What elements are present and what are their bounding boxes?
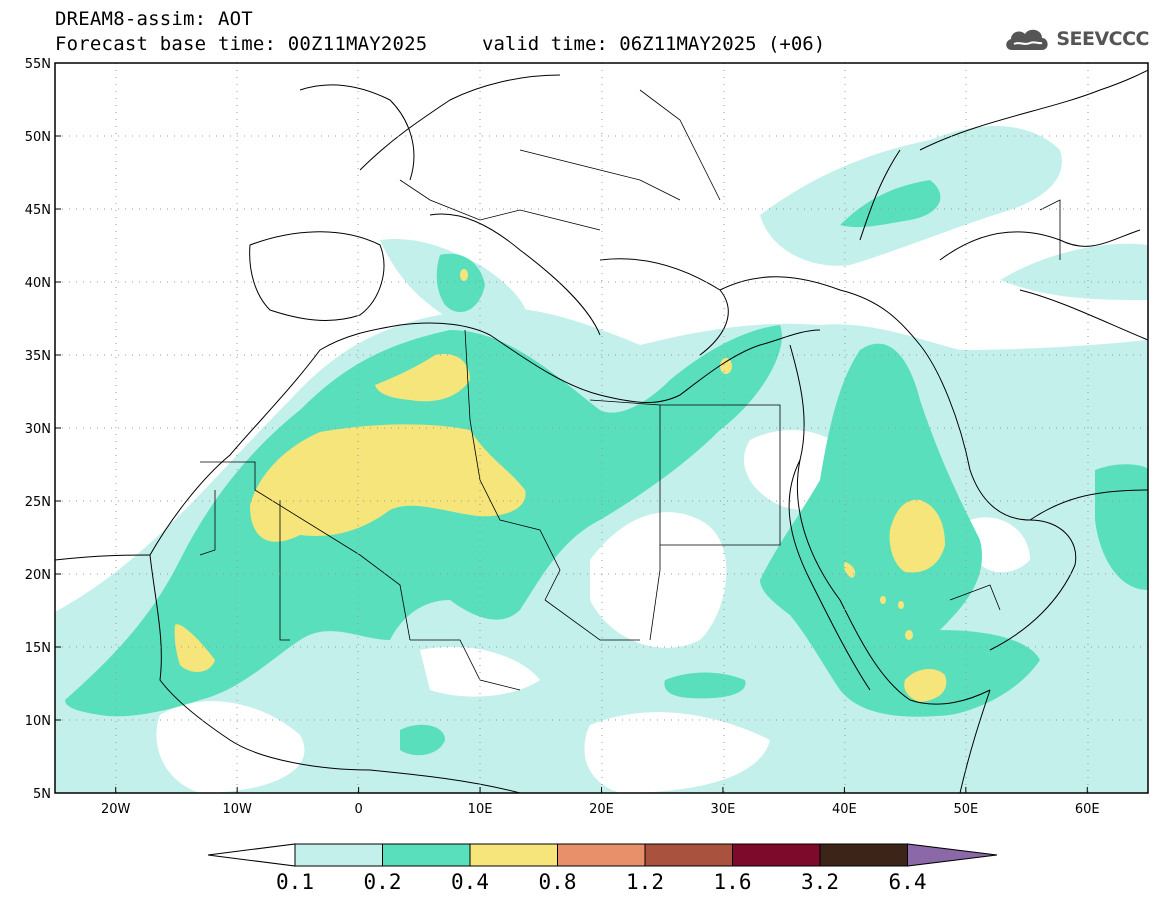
- lon-tick-label: 0: [354, 802, 362, 817]
- lat-tick-label: 5N: [33, 787, 51, 802]
- lat-tick-label: 40N: [25, 276, 51, 291]
- lat-tick-label: 30N: [25, 422, 51, 437]
- colorbar-swatch: [732, 843, 821, 867]
- colorbar-swatch: [819, 843, 908, 867]
- colorbar-label: 6.4: [888, 870, 927, 894]
- aot-contour-0.4: [174, 269, 947, 702]
- cloud-icon: [1006, 29, 1048, 50]
- colorbar: [207, 843, 998, 867]
- seevccc-logo: SEEVCCC: [1002, 24, 1149, 54]
- lat-tick-label: 45N: [25, 203, 51, 218]
- valid-time-label: valid time: 06Z11MAY2025 (+06): [482, 33, 826, 55]
- colorbar-max-arrow: [907, 843, 998, 867]
- lon-tick-label: 50E: [953, 802, 978, 817]
- colorbar-swatch: [382, 843, 471, 867]
- colorbar-swatch: [557, 843, 646, 867]
- lon-tick-label: 20E: [589, 802, 614, 817]
- lon-tick-label: 10W: [222, 802, 252, 817]
- colorbar-label: 1.6: [713, 870, 752, 894]
- colorbar-label: 0.2: [363, 870, 402, 894]
- lon-tick-label: 40E: [832, 802, 857, 817]
- lat-tick-label: 20N: [25, 568, 51, 583]
- colorbar-label: 0.8: [538, 870, 577, 894]
- lat-tick-label: 10N: [25, 714, 51, 729]
- lon-tick-label: 30E: [711, 802, 736, 817]
- latitude-axis: 55N 50N 45N 40N 35N 30N 25N 20N 15N 10N 5N: [25, 57, 61, 802]
- colorbar-swatch: [644, 843, 733, 867]
- lat-tick-label: 25N: [25, 495, 51, 510]
- lon-tick-label: 60E: [1075, 802, 1100, 817]
- colorbar-label: 0.1: [276, 870, 314, 894]
- lat-tick-label: 50N: [25, 130, 51, 145]
- lon-tick-label: 10E: [468, 802, 493, 817]
- product-title: DREAM8-assim: AOT: [55, 8, 253, 30]
- lat-tick-label: 55N: [25, 57, 51, 72]
- coastlines: [55, 69, 1148, 793]
- lat-tick-label: 15N: [25, 641, 51, 656]
- country-borders: [199, 89, 1061, 691]
- grid-lines: [55, 63, 1148, 793]
- colorbar-min-arrow: [207, 843, 296, 867]
- logo-text: SEEVCCC: [1056, 28, 1149, 50]
- longitude-axis: 20W 10W 0 10E 20E 30E 40E 50E 60E: [101, 787, 1100, 817]
- colorbar-swatch: [469, 843, 558, 867]
- base-time-label: Forecast base time: 00Z11MAY2025: [55, 33, 428, 55]
- lat-tick-label: 35N: [25, 349, 51, 364]
- colorbar-label: 3.2: [801, 870, 839, 894]
- colorbar-label: 1.2: [626, 870, 664, 894]
- colorbar-swatch: [294, 843, 383, 867]
- colorbar-label: 0.4: [451, 870, 489, 894]
- lon-tick-label: 20W: [101, 802, 131, 817]
